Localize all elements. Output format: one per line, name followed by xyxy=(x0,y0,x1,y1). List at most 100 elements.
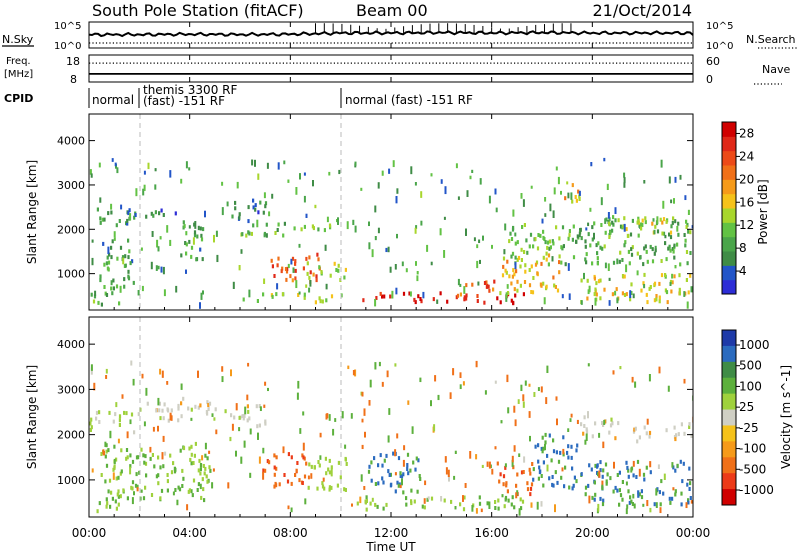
echo-cell xyxy=(568,233,571,238)
echo-cell xyxy=(305,284,308,288)
echo-cell xyxy=(318,265,321,270)
velocity-colorbar-tick-label: 500 xyxy=(739,359,762,373)
echo-cell xyxy=(483,300,486,305)
echo-cell xyxy=(670,224,673,229)
echo-cell xyxy=(539,233,542,238)
echo-cell xyxy=(674,219,677,224)
echo-cell xyxy=(689,496,692,500)
echo-cell xyxy=(252,198,255,203)
echo-cell xyxy=(394,472,397,476)
echo-cell xyxy=(689,230,692,235)
echo-cell xyxy=(668,176,671,184)
echo-cell xyxy=(594,297,597,306)
echo-cell xyxy=(562,448,565,455)
echo-cell xyxy=(593,497,596,502)
echo-cell xyxy=(290,258,293,265)
echo-cell xyxy=(361,391,364,397)
echo-cell xyxy=(383,458,386,463)
power-colorbar-step xyxy=(722,236,736,252)
echo-cell xyxy=(670,289,673,294)
echo-cell xyxy=(619,493,623,498)
echo-cell xyxy=(609,476,612,481)
echo-cell xyxy=(350,413,353,419)
echo-cell xyxy=(316,252,319,257)
echo-cell xyxy=(98,501,101,506)
echo-cell xyxy=(114,499,117,504)
echo-cell xyxy=(593,480,596,485)
echo-cell xyxy=(182,446,186,451)
echo-cell xyxy=(204,210,206,218)
echo-cell xyxy=(609,423,613,428)
echo-cell xyxy=(328,414,331,421)
echo-cell xyxy=(403,445,406,451)
echo-cell xyxy=(661,231,664,236)
echo-cell xyxy=(164,451,167,456)
echo-cell xyxy=(407,471,410,476)
echo-cell xyxy=(113,444,116,449)
echo-cell xyxy=(645,465,648,470)
echo-cell xyxy=(540,474,543,478)
echo-cell xyxy=(516,288,519,293)
echo-cell xyxy=(660,259,663,263)
echo-cell xyxy=(504,463,507,468)
echo-cell xyxy=(194,404,197,409)
echo-cell xyxy=(396,433,399,439)
echo-cell xyxy=(673,425,676,430)
echo-cell xyxy=(514,293,517,298)
echo-cell xyxy=(420,220,423,226)
echo-cell xyxy=(621,291,624,296)
echo-cell xyxy=(111,239,114,244)
echo-cell xyxy=(530,502,533,508)
echo-cell xyxy=(99,216,102,221)
echo-cell xyxy=(560,260,563,265)
echo-cell xyxy=(144,461,148,466)
echo-cell xyxy=(399,484,402,489)
echo-cell xyxy=(308,275,311,280)
echo-cell xyxy=(462,495,464,502)
echo-cell xyxy=(407,400,410,405)
echo-cell xyxy=(150,261,153,270)
echo-cell xyxy=(256,299,259,303)
power-colorbar-tick-label: 12 xyxy=(739,218,754,232)
echo-cell xyxy=(328,487,331,492)
echo-cell xyxy=(654,245,657,249)
echo-cell xyxy=(402,472,405,477)
echo-cell xyxy=(575,448,578,453)
echo-cell xyxy=(242,416,245,421)
echo-cell xyxy=(648,286,651,291)
echo-cell xyxy=(187,406,190,411)
velocity-colorbar-tick-label: -1000 xyxy=(739,483,774,497)
echo-cell xyxy=(138,470,141,475)
echo-cell xyxy=(603,157,606,162)
echo-cell xyxy=(676,463,679,468)
echo-cell xyxy=(386,370,389,378)
echo-cell xyxy=(265,222,268,227)
echo-cell xyxy=(182,476,185,481)
echo-cell xyxy=(684,238,687,243)
echo-cell xyxy=(106,266,109,271)
echo-cell xyxy=(158,211,161,216)
echo-cell xyxy=(251,159,254,166)
echo-cell xyxy=(583,415,586,420)
echo-cell xyxy=(514,419,517,427)
echo-cell xyxy=(274,481,277,486)
echo-cell xyxy=(606,472,609,477)
echo-cell xyxy=(91,468,94,473)
echo-cell xyxy=(513,287,516,292)
echo-cell xyxy=(102,241,105,246)
echo-cell xyxy=(595,292,598,297)
echo-cell xyxy=(541,449,544,454)
echo-cell xyxy=(669,235,673,240)
echo-cell xyxy=(656,229,660,234)
echo-cell xyxy=(174,488,177,492)
echo-cell xyxy=(497,506,500,511)
echo-cell xyxy=(511,495,514,500)
echo-cell xyxy=(678,273,681,278)
echo-cell xyxy=(244,406,247,415)
echo-cell xyxy=(150,493,154,497)
power-colorbar-step xyxy=(722,222,736,238)
echo-cell xyxy=(141,373,144,379)
echo-cell xyxy=(377,463,380,468)
echo-cell xyxy=(541,218,544,224)
